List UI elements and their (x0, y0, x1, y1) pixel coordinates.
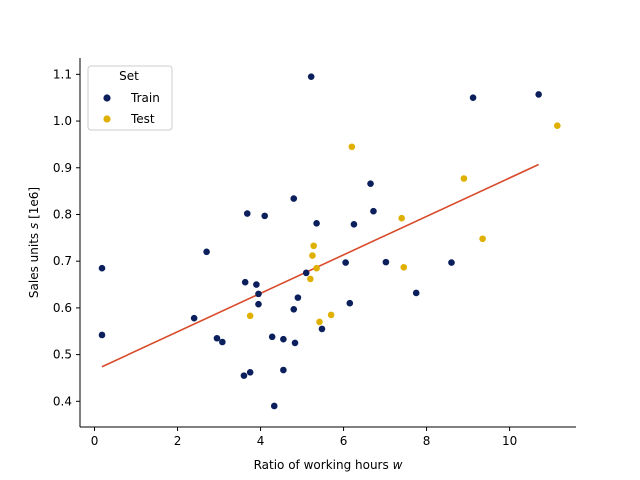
data-point-test (309, 252, 316, 259)
data-point-train (318, 325, 326, 333)
y-tick-label: 0.6 (53, 301, 72, 315)
data-point-train (346, 299, 354, 307)
data-point-train (280, 335, 287, 343)
data-point-train (469, 94, 477, 102)
y-tick-label: 0.9 (53, 161, 72, 175)
x-tick-label: 6 (340, 434, 348, 448)
data-point-train (255, 300, 262, 308)
y-axis-label-var: s (27, 223, 41, 229)
data-point-train (350, 220, 358, 228)
x-tick-label: 8 (423, 434, 431, 448)
y-tick-label: 1.1 (53, 67, 72, 81)
data-point-train (290, 305, 298, 313)
data-point-train (190, 314, 198, 322)
data-point-train (98, 264, 106, 272)
x-axis-label-var: w (393, 458, 403, 472)
data-point-train (370, 207, 377, 215)
x-tick-label: 0 (91, 434, 99, 448)
legend-marker-test (103, 115, 111, 123)
y-tick-label: 0.7 (53, 254, 72, 268)
data-point-test (313, 264, 320, 272)
legend-marker-train (103, 94, 111, 102)
y-tick-label: 1.0 (53, 114, 72, 128)
data-point-test (327, 311, 335, 319)
legend-label-train: Train (130, 91, 160, 105)
data-point-train (290, 195, 298, 202)
y-tick-label: 0.5 (53, 348, 72, 362)
x-tick-label: 10 (502, 434, 517, 448)
data-point-train (342, 259, 349, 266)
data-point-train (243, 210, 251, 217)
data-point-test (479, 235, 486, 243)
data-point-test (246, 312, 254, 320)
data-point-train (246, 369, 254, 376)
y-tick-label: 0.4 (53, 394, 72, 408)
data-point-train (307, 73, 315, 80)
data-point-train (280, 366, 287, 374)
series-train (98, 73, 542, 410)
legend-title: Set (119, 69, 139, 83)
data-point-train (240, 372, 248, 379)
data-point-train (255, 290, 262, 298)
data-point-test (316, 318, 323, 326)
x-tick-label: 2 (174, 434, 182, 448)
data-point-train (268, 333, 276, 341)
data-point-train (213, 334, 221, 342)
data-point-train (382, 258, 390, 266)
data-point-train (291, 339, 299, 347)
data-point-train (203, 248, 210, 256)
plot-marks (98, 73, 561, 410)
data-point-train (253, 281, 260, 288)
data-point-train (448, 259, 455, 266)
y-axis-label: Sales units s [1e6] (27, 187, 41, 298)
legend-frame (87, 65, 173, 131)
data-point-train (412, 289, 420, 297)
legend-label-test: Test (130, 112, 155, 126)
data-point-test (310, 242, 317, 250)
y-axis-label-post: [1e6] (27, 187, 41, 223)
x-tick-label: 4 (257, 434, 265, 448)
data-point-test (460, 175, 468, 182)
data-point-test (554, 122, 561, 130)
legend: Set Train Test (87, 65, 173, 131)
data-point-test (307, 275, 314, 283)
data-point-train (302, 269, 310, 277)
y-tick-label: 0.8 (53, 207, 72, 221)
data-point-train (367, 180, 374, 187)
data-point-train (98, 331, 106, 339)
x-axis-label-text: Ratio of working hours (254, 458, 393, 472)
data-point-test (400, 263, 408, 271)
y-axis-label-pre: Sales units (27, 229, 41, 298)
data-point-test (398, 214, 405, 222)
data-point-test (348, 143, 356, 151)
data-point-train (294, 294, 302, 301)
series-test (246, 122, 561, 326)
fit-line (101, 163, 539, 368)
data-point-train (270, 402, 278, 410)
data-point-train (261, 212, 269, 220)
x-axis-label: Ratio of working hours w (254, 458, 403, 472)
data-point-train (219, 338, 226, 346)
data-point-train (535, 91, 542, 98)
data-point-train (313, 220, 320, 227)
data-point-train (241, 278, 249, 286)
axes: 0 2 4 6 8 10 0.4 0.5 0.6 0.7 0.8 0.9 1.0 1.1 (53, 58, 576, 448)
